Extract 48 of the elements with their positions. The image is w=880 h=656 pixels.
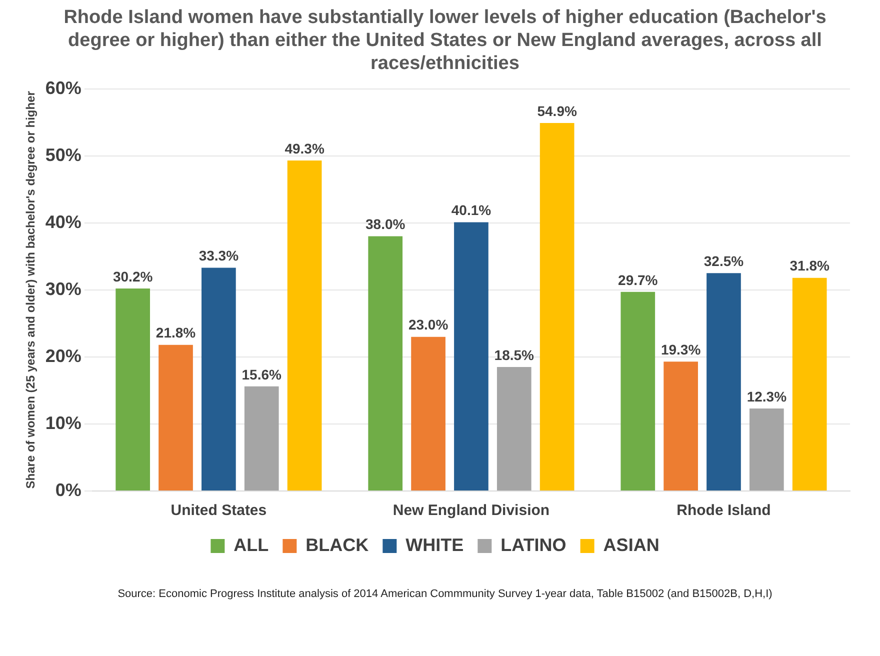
y-tick-label: 30% <box>45 278 82 299</box>
data-label: 15.6% <box>242 366 282 382</box>
bar <box>664 362 698 490</box>
legend-label: ASIAN <box>603 534 660 555</box>
bar <box>620 292 656 490</box>
data-label: 31.8% <box>790 258 830 274</box>
data-label: 38.0% <box>366 216 406 232</box>
x-tick-label: United States <box>170 502 267 520</box>
data-label: 33.3% <box>198 248 240 264</box>
chart-title: Rhode Island women have substantially lower levels of higher education (Bachelor's degree or higher) than either the United States or New England averages, across all races/ethnicities <box>62 6 828 75</box>
bar <box>496 366 532 490</box>
legend-label: BLACK <box>306 534 369 555</box>
data-label: 19.3% <box>660 341 702 358</box>
data-label: 40.1% <box>451 202 492 218</box>
data-label: 18.5% <box>494 346 535 363</box>
y-tick-label: 50% <box>45 144 82 165</box>
y-axis-title: Share of women (25 years and older) with bachelor's degree or higher <box>24 90 38 489</box>
data-label: 23.0% <box>408 316 449 333</box>
bar <box>411 336 446 490</box>
bar <box>244 386 279 490</box>
bar <box>749 408 784 490</box>
x-tick-label: Rhode Island <box>676 502 771 520</box>
data-label: 29.7% <box>618 272 658 288</box>
bar <box>706 273 741 490</box>
data-label: 21.8% <box>156 324 196 341</box>
bar <box>287 160 322 490</box>
data-label: 32.5% <box>704 253 744 269</box>
bar <box>368 236 403 490</box>
legend-label: ALL <box>234 534 269 555</box>
bar <box>116 288 150 490</box>
y-tick-label: 0% <box>55 480 82 500</box>
bar <box>202 268 236 490</box>
data-label: 30.2% <box>112 268 154 284</box>
legend-label: WHITE <box>406 534 464 555</box>
legend-label: LATINO <box>500 534 566 555</box>
data-label: 54.9% <box>537 102 578 119</box>
bar <box>158 344 193 490</box>
bar <box>540 122 574 490</box>
source-note: Source: Economic Progress Institute analysis of 2014 American Commmunity Survey 1-year data, Table B15002 (and B15002B, D,H,I) <box>116 588 774 600</box>
x-tick-label: New England Division <box>392 502 550 520</box>
data-label: 49.3% <box>284 140 325 156</box>
y-tick-label: 40% <box>45 212 82 232</box>
bar <box>454 222 488 490</box>
y-tick-label: 20% <box>45 346 82 366</box>
y-tick-label: 10% <box>45 412 82 433</box>
y-tick-label: 60% <box>45 78 82 98</box>
data-label: 12.3% <box>746 388 788 404</box>
bar <box>792 278 827 490</box>
